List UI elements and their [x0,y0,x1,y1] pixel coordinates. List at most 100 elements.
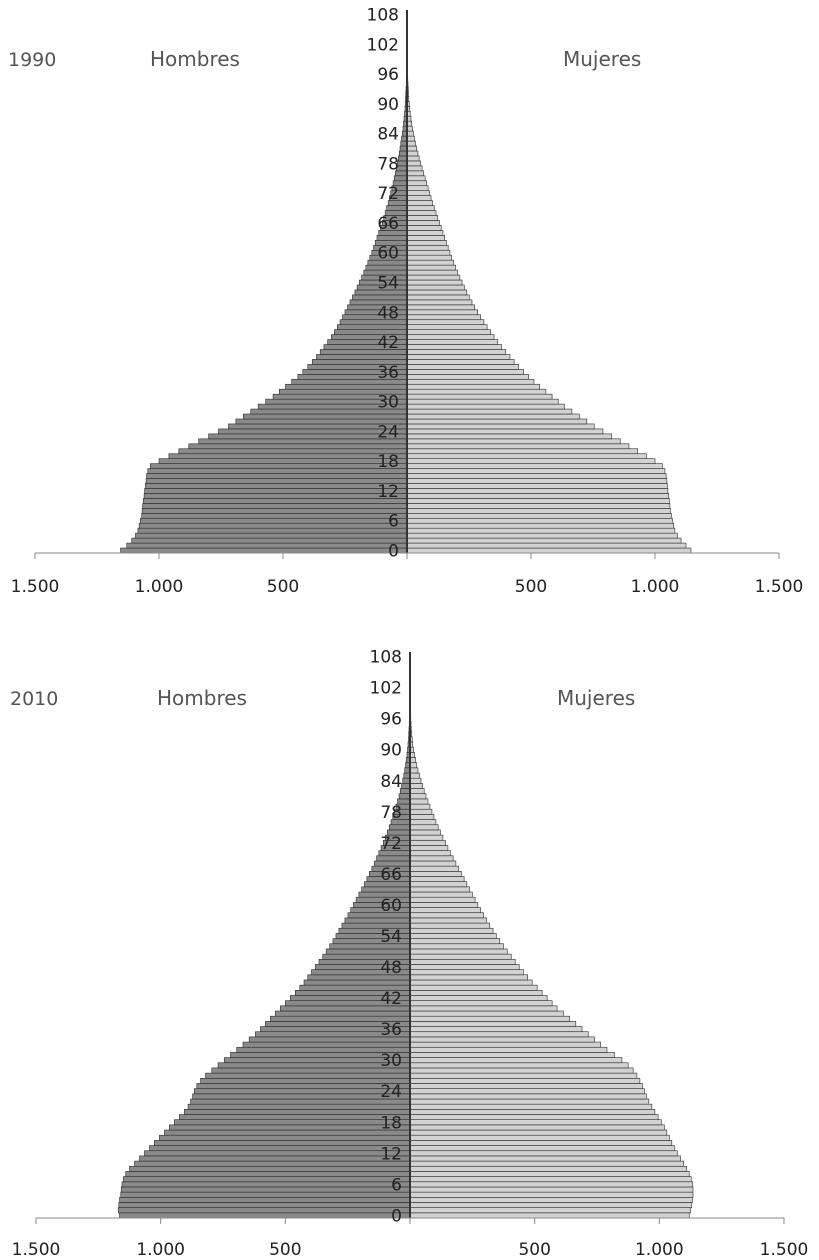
bar [135,533,407,538]
bar [377,235,407,240]
bar [148,469,407,474]
bar [410,1104,652,1109]
bar [366,265,407,270]
bar [407,156,419,161]
bar [407,245,448,250]
bar [130,1166,411,1171]
series-mujeres [407,47,691,553]
bar [126,1171,410,1176]
age-tick-label: 60 [377,244,399,264]
bar [410,1094,646,1099]
bar [407,315,481,320]
bar [407,265,456,270]
bar [407,508,670,513]
bar [410,1027,582,1032]
mujeres-label: Mujeres [557,686,635,710]
age-tick-label: 18 [380,1113,402,1133]
bar [121,548,407,553]
x-tick-label: 1.500 [12,1240,61,1260]
bar [410,1001,552,1006]
bar [407,345,502,350]
bar [337,325,407,330]
bar [407,176,425,181]
bar [407,493,669,498]
bar [407,186,428,191]
bar [121,1187,410,1192]
age-tick-label: 54 [380,927,402,947]
bar [410,804,430,809]
bar [407,404,564,409]
age-tick-label: 72 [380,834,402,854]
bar [410,1208,691,1213]
bar [407,310,478,315]
age-tick-label: 66 [380,865,402,885]
age-tick-label: 42 [380,989,402,1009]
x-tick-label: 500 [269,1240,301,1260]
age-tick-label: 66 [377,214,399,234]
bar [407,359,514,364]
bar [407,369,524,374]
age-tick-label: 30 [377,393,399,413]
bar [174,1120,410,1125]
bar [410,814,434,819]
bar [410,809,432,814]
bar [407,240,446,245]
bar [407,216,438,221]
bar [138,528,407,533]
bar [410,1006,557,1011]
bar [147,474,407,479]
bar [394,176,407,181]
bar [410,845,448,850]
bar [389,825,410,830]
bar [410,1182,692,1187]
bar [189,444,407,449]
bar [407,394,552,399]
bar [377,856,410,861]
bar [410,908,481,913]
pyramid-2010: 1.500 1.000 500 500 1.000 1.500 0 6 12 18 24 30 36 42… [10,648,808,1260]
bar [410,923,490,928]
age-tick-label: 90 [380,741,402,761]
bar [410,1213,689,1218]
bar [362,887,410,892]
bar [407,295,469,300]
bar [410,970,523,975]
pyramid-1990: 1.500 1.000 500 500 1.000 1.500 0 6 12 18 24 30 36 42… [8,5,803,597]
bar [410,1011,563,1016]
bar [410,1151,677,1156]
bar [407,498,669,503]
bar [407,399,558,404]
age-tick-label: 0 [388,542,399,562]
bar [407,181,427,186]
bar [407,429,603,434]
bar [407,389,546,394]
bar [326,949,410,954]
bar [410,975,528,980]
bar [275,1011,410,1016]
age-tick-label: 6 [391,1175,402,1195]
bar [410,1052,614,1057]
age-tick-label: 0 [391,1206,402,1226]
bar [120,1213,410,1218]
age-tick-label: 30 [380,1051,402,1071]
bar [410,990,542,995]
series-hombres [118,690,410,1218]
bar [143,498,407,503]
bar [159,1135,410,1140]
bar [410,1202,692,1207]
bar [410,1140,672,1145]
age-tick-label: 96 [380,710,402,730]
bar [410,1130,667,1135]
bar [199,439,407,444]
year-label: 2010 [10,688,58,710]
age-tick-label: 12 [380,1144,402,1164]
bar [407,141,415,146]
age-tick-label: 108 [370,648,402,668]
bar [410,825,438,830]
bar [145,484,407,489]
bar [154,1140,410,1145]
bar [407,538,681,543]
bar [164,1130,410,1135]
year-label: 1990 [8,49,56,71]
